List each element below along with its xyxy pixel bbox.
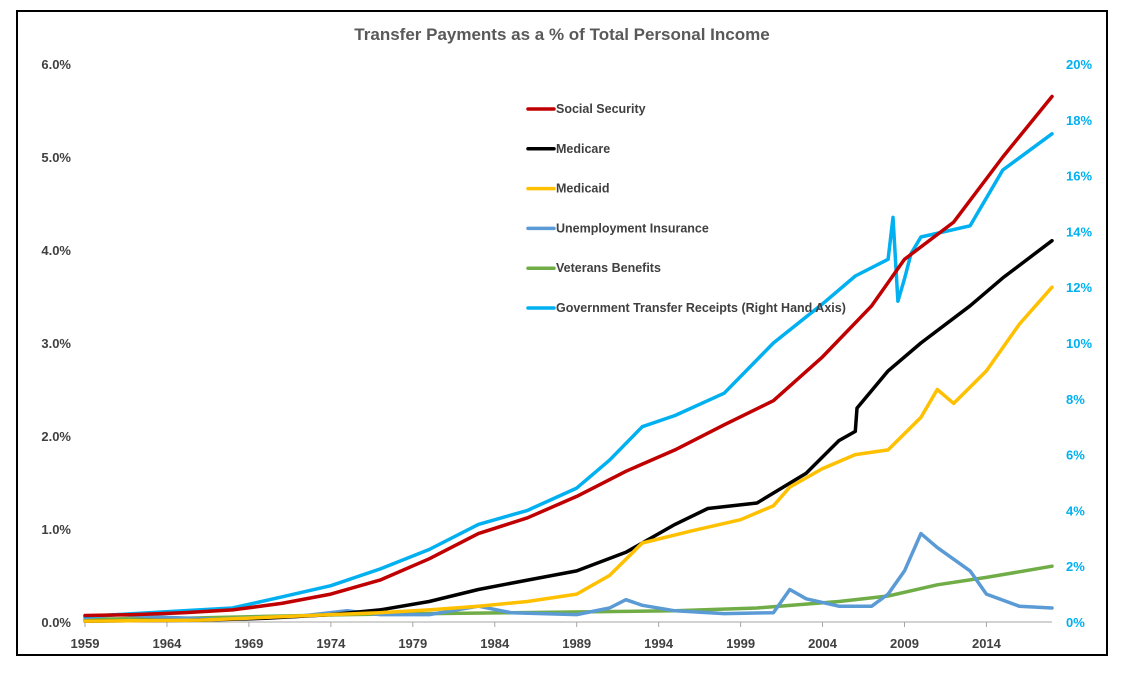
legend-label-medicaid: Medicaid bbox=[556, 182, 610, 196]
y2-tick-label: 2% bbox=[1066, 559, 1085, 574]
series-line-government-transfer-receipts-right-hand-axis bbox=[83, 132, 1054, 619]
y-tick-label: 6.0% bbox=[41, 57, 71, 72]
legend-label-government-transfer-receipts-right-hand-axis: Government Transfer Receipts (Right Hand… bbox=[556, 301, 846, 315]
x-tick-label: 1969 bbox=[234, 636, 263, 651]
x-tick-label: 2004 bbox=[808, 636, 838, 651]
axes: 0.0% 1.0% 2.0% 3.0% 4.0% 5.0% 6.0% 0% 2% 4% 6% 8% 10… bbox=[41, 57, 1092, 651]
legend-label-unemployment-insurance: Unemployment Insurance bbox=[556, 221, 709, 235]
legend-label-medicare: Medicare bbox=[556, 142, 610, 156]
series-line-social-security bbox=[83, 94, 1054, 618]
y-tick-label: 5.0% bbox=[41, 150, 71, 165]
x-tick-label: 1979 bbox=[398, 636, 427, 651]
x-tick-label: 1964 bbox=[152, 636, 182, 651]
y2-tick-label: 18% bbox=[1066, 113, 1092, 128]
y2-tick-label: 10% bbox=[1066, 336, 1092, 351]
x-tick-label: 1999 bbox=[726, 636, 755, 651]
y2-tick-label: 12% bbox=[1066, 280, 1092, 295]
y2-tick-label: 16% bbox=[1066, 169, 1092, 184]
x-tick-label: 2009 bbox=[890, 636, 919, 651]
y2-tick-label: 20% bbox=[1066, 57, 1092, 72]
y2-tick-label: 6% bbox=[1066, 448, 1085, 463]
legend-label-social-security: Social Security bbox=[556, 102, 646, 116]
x-tick-label: 2014 bbox=[972, 636, 1002, 651]
x-tick-label: 1984 bbox=[480, 636, 510, 651]
series-line-medicaid bbox=[83, 285, 1054, 623]
series-line-unemployment-insurance bbox=[83, 531, 1054, 621]
x-tick-label: 1959 bbox=[71, 636, 100, 651]
y-tick-label: 0.0% bbox=[41, 615, 71, 630]
y2-tick-label: 8% bbox=[1066, 392, 1085, 407]
y-tick-label: 3.0% bbox=[41, 336, 71, 351]
y2-tick-label: 4% bbox=[1066, 503, 1085, 518]
series-group bbox=[83, 94, 1054, 623]
x-tick-label: 1989 bbox=[562, 636, 591, 651]
legend: Social Security Medicare Medicaid Unemploym… bbox=[526, 102, 846, 315]
chart-frame bbox=[16, 10, 1108, 656]
y-tick-label: 2.0% bbox=[41, 429, 71, 444]
chart-title: Transfer Payments as a % of Total Person… bbox=[354, 25, 769, 44]
y-tick-label: 4.0% bbox=[41, 243, 71, 258]
y2-tick-label: 0% bbox=[1066, 615, 1085, 630]
x-tick-label: 1994 bbox=[644, 636, 674, 651]
y2-tick-label: 14% bbox=[1066, 224, 1092, 239]
x-tick-label: 1974 bbox=[316, 636, 346, 651]
y-tick-label: 1.0% bbox=[41, 522, 71, 537]
legend-label-veterans-benefits: Veterans Benefits bbox=[556, 261, 661, 275]
